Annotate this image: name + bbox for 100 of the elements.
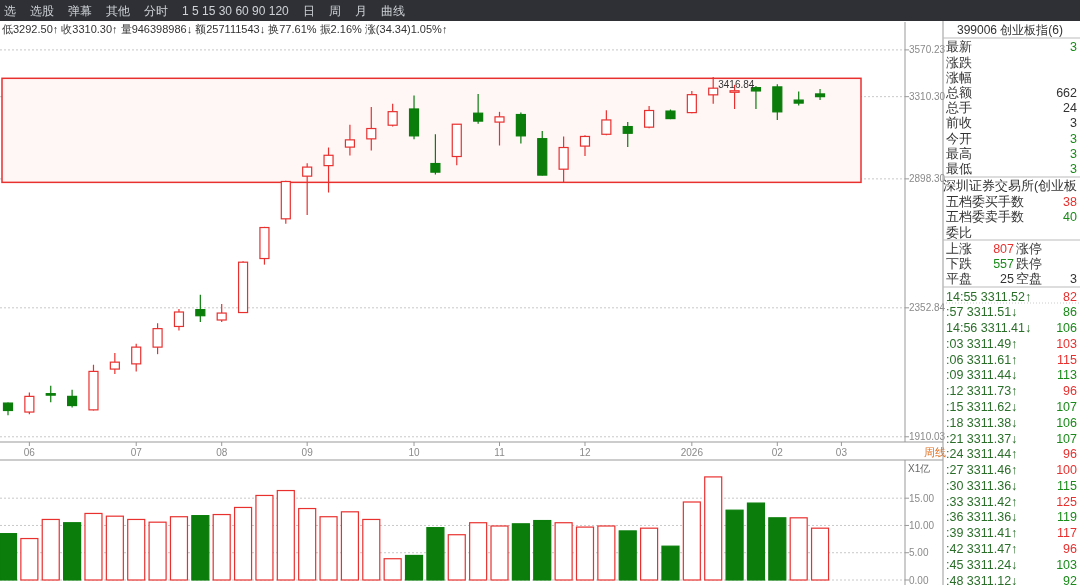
bar [640,527,659,581]
bar [148,521,167,581]
bar [298,507,317,581]
bar [191,515,210,581]
bar [810,527,830,581]
text: :21 3311.37↓ [946,431,1018,446]
text: 103 [1056,336,1078,351]
bar [682,501,701,581]
text: 3 [1070,147,1078,162]
text: 96 [1063,384,1078,399]
text: :48 3311.12↓ [946,573,1018,585]
text: 选 [4,4,16,18]
bar [469,522,488,581]
bar [169,516,189,581]
text: :09 3311.44↓ [946,368,1018,383]
text: 119 [1057,510,1078,525]
text: :36 3311.36↓ [946,510,1018,525]
text: 选股 [30,4,54,18]
bar [575,526,595,581]
text: 103 [1056,557,1078,572]
text: 总额 [945,86,972,101]
text: :12 3311.73↑ [946,384,1018,399]
text: :39 3311.41↑ [946,526,1018,541]
text: 100 [1056,463,1078,478]
y-tick-label: 2352.84 [909,302,946,314]
text: 跌停 [1016,257,1042,272]
x-tick-label: 12 [579,447,591,458]
text: 107 [1056,431,1078,446]
text: 115 [1057,352,1078,367]
text: 3 [1070,116,1078,131]
text: 106 [1056,415,1078,430]
text: 总手 [945,101,972,116]
text: 今开 [946,131,972,146]
x-tick-label: 06 [23,447,36,458]
x-axis-title: 周线 [924,446,946,458]
text: 125 [1056,494,1078,509]
bar [84,512,103,581]
y-tick-label: 1910.03 [909,431,946,443]
text: 24 [1063,101,1078,116]
annotation: 3416.84 [718,79,755,91]
text: 委比 [946,225,972,240]
text: 最低 [946,161,972,176]
text: 106 [1056,321,1078,336]
text: 周 [328,4,341,18]
text: :33 3311.42↑ [946,494,1018,509]
bar [105,515,124,581]
bar [63,522,82,581]
bar [618,530,637,581]
bar [704,476,723,581]
x-tick-label: 03 [835,447,848,458]
text: 14:56 3311.41↓ [946,321,1032,336]
bar [362,518,381,581]
y-tick-label: 3570.23 [909,44,946,56]
text: 3 [1070,131,1078,146]
text: 40 [1063,210,1078,225]
text: 最高 [946,146,972,162]
bar [276,489,295,581]
x-tick-label: 07 [130,447,143,458]
text: 分时 [144,4,168,18]
x-tick-label: 08 [216,447,228,458]
text: 平盘 [946,272,972,287]
text: 前收 [946,116,972,131]
x-tick-label: 02 [771,447,784,458]
bar [20,537,39,581]
bar [533,519,552,581]
text: 115 [1057,478,1078,493]
text: 96 [1063,541,1078,556]
text: 月 [354,4,367,18]
text: 下跌 [946,257,972,272]
bar [511,523,530,581]
text: 117 [1057,526,1078,541]
text: :27 3311.46↑ [946,463,1018,478]
text: 最新 [946,40,972,55]
text: :42 3311.47↑ [946,541,1018,556]
text: 107 [1056,399,1078,414]
text: 86 [1063,305,1078,320]
text: 上涨 [946,241,972,256]
bar [404,554,424,581]
bar [319,516,338,581]
text: 涨停 [1016,241,1042,256]
x-tick-label: 11 [494,447,506,458]
text: :03 3311.49↑ [946,336,1018,351]
text: 曲线 [380,4,405,18]
text: 96 [1063,447,1078,462]
text: 399006 创业板指(6) [956,23,1064,37]
text: :30 3311.36↓ [946,478,1018,493]
text: 82 [1063,289,1078,304]
bar [789,517,808,581]
chart-subtitle: 低3292.50↑ 收3310.30↑ 量946398986↓ 额257111543↓ 换77.61% 振2.16% 涨(34.34)1.05%↑ [2,23,448,35]
text: 25 [1000,272,1015,287]
bar [255,494,274,581]
x-tick-label: 09 [301,447,314,458]
text: :45 3311.24↓ [946,557,1018,572]
text: 113 [1057,368,1078,383]
text: :15 3311.62↓ [946,399,1018,414]
y-tick-label: 3310.30 [909,91,946,103]
bar [554,522,573,581]
bar [340,511,360,581]
text: 662 [1056,86,1078,101]
text: 其他 [106,4,130,18]
